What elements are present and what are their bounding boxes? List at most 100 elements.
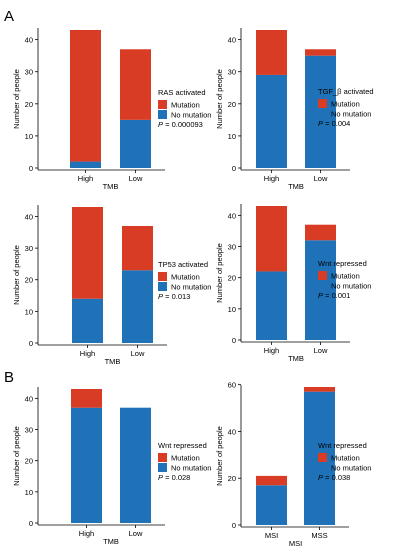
- legend-swatch: [158, 463, 167, 472]
- x-axis-title: MSI: [289, 539, 302, 548]
- p-symbol: P: [158, 473, 163, 482]
- x-tick-label: MSS: [311, 531, 327, 540]
- y-tick-label: 0: [29, 519, 33, 528]
- legend-swatch: [318, 463, 327, 472]
- legend-label: Mutation: [171, 101, 200, 110]
- y-axis-title: Number of people: [215, 426, 224, 486]
- y-tick-label: 10: [228, 305, 236, 314]
- charts: 0 10 20 30 40 Number of people High Low TMB RAS a…: [12, 28, 374, 548]
- chart-4: 0 10 20 30 40 Number of people High Low TMB Wnt r…: [215, 204, 371, 363]
- legend-swatch: [318, 99, 327, 108]
- legend-title: Wnt repressed: [318, 259, 367, 268]
- x-axis-title: TMB: [288, 182, 304, 191]
- y-tick-label: 20: [228, 100, 236, 109]
- legend-label: No mutation: [331, 464, 371, 473]
- bar-no-mutation: [122, 270, 153, 343]
- y-tick-label: 60: [228, 381, 236, 390]
- panel-label-a: A: [4, 8, 14, 25]
- y-tick-label: 0: [29, 339, 33, 348]
- p-symbol: P: [318, 119, 323, 128]
- y-tick-label: 30: [228, 243, 236, 252]
- legend-title: TGF_β activated: [318, 87, 374, 96]
- bar-mutation: [305, 49, 336, 56]
- legend-swatch: [158, 282, 167, 291]
- bar-mutation: [72, 207, 103, 299]
- bar-no-mutation: [256, 74, 287, 168]
- x-axis-title: TMB: [103, 537, 119, 546]
- legend-label: No mutation: [331, 282, 371, 291]
- x-tick-label: High: [80, 349, 95, 358]
- bar-no-mutation: [256, 271, 287, 340]
- p-value: P = 0.038: [318, 473, 350, 482]
- y-tick-label: 10: [228, 132, 236, 141]
- y-axis-title: Number of people: [215, 243, 224, 303]
- legend-title: RAS activated: [158, 88, 206, 97]
- legend-swatch: [158, 110, 167, 119]
- legend-label: Mutation: [171, 273, 200, 282]
- legend-label: No mutation: [171, 111, 211, 120]
- y-tick-label: 40: [228, 211, 236, 220]
- bar-no-mutation: [72, 298, 103, 343]
- legend-title: TP53 activated: [158, 260, 208, 269]
- p-value: P = 0.013: [158, 292, 190, 301]
- x-tick-label: High: [79, 529, 94, 538]
- legend-label: No mutation: [171, 464, 211, 473]
- chart-2: 0 10 20 30 40 Number of people High Low TMB TGF_β…: [215, 28, 374, 191]
- legend-label: Mutation: [331, 100, 360, 109]
- x-tick-label: Low: [129, 529, 143, 538]
- y-tick-label: 0: [232, 164, 236, 173]
- bar-no-mutation: [120, 119, 151, 168]
- x-tick-label: Low: [129, 174, 143, 183]
- bar-mutation: [256, 30, 287, 75]
- x-tick-label: High: [78, 174, 93, 183]
- bar-mutation: [120, 49, 151, 120]
- x-axis-title: TMB: [105, 357, 121, 366]
- y-tick-label: 20: [228, 474, 236, 483]
- chart-1: 0 10 20 30 40 Number of people High Low TMB RAS a…: [12, 28, 211, 191]
- y-tick-label: 30: [25, 68, 33, 77]
- chart-5: 0 10 20 30 40 Number of people High Low TMB Wnt r…: [12, 387, 211, 546]
- p-value: P = 0.004: [318, 119, 350, 128]
- legend-label: Mutation: [331, 272, 360, 281]
- x-tick-label: High: [264, 346, 279, 355]
- x-tick-label: MSI: [265, 531, 278, 540]
- legend-title: Wnt repressed: [158, 441, 207, 450]
- legend-swatch: [318, 453, 327, 462]
- chart-6: 0 20 40 60 Number of people MSI MSS MSI Wnt repr…: [215, 381, 371, 548]
- bar-mutation: [256, 475, 287, 486]
- bar-mutation: [305, 224, 336, 241]
- p-value: P = 0.028: [158, 473, 190, 482]
- panel-label-b: B: [4, 369, 14, 386]
- y-tick-label: 10: [25, 307, 33, 316]
- legend-swatch: [158, 272, 167, 281]
- bar-mutation: [304, 387, 335, 392]
- x-tick-label: Low: [314, 174, 328, 183]
- y-tick-label: 20: [25, 100, 33, 109]
- bar-no-mutation: [256, 485, 287, 525]
- y-axis-title: Number of people: [12, 245, 21, 305]
- y-tick-label: 40: [25, 36, 33, 45]
- bar-mutation: [122, 225, 153, 271]
- bar-mutation: [71, 389, 102, 408]
- y-tick-label: 40: [228, 427, 236, 436]
- legend-swatch: [318, 281, 327, 290]
- p-value: P = 0.000093: [158, 120, 203, 129]
- y-tick-label: 0: [29, 164, 33, 173]
- p-value: P = 0.001: [318, 291, 350, 300]
- y-axis-title: Number of people: [215, 69, 224, 129]
- legend-swatch: [158, 100, 167, 109]
- x-axis-title: TMB: [288, 354, 304, 363]
- bar-no-mutation: [120, 407, 151, 523]
- y-tick-label: 20: [25, 276, 33, 285]
- y-tick-label: 10: [25, 488, 33, 497]
- y-tick-label: 30: [228, 68, 236, 77]
- legend-label: Mutation: [331, 454, 360, 463]
- legend-label: No mutation: [171, 283, 211, 292]
- p-symbol: P: [318, 473, 323, 482]
